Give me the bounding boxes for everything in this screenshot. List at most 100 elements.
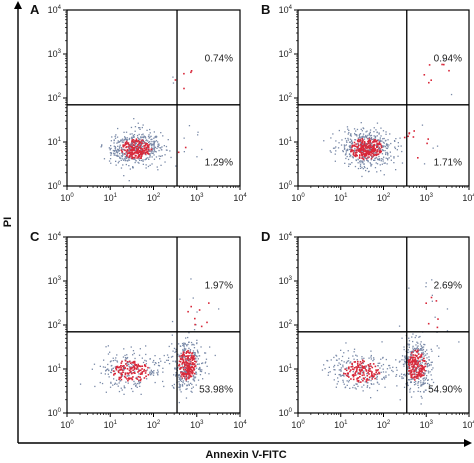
event-dot [369,151,371,154]
event-dot [409,387,412,390]
event-dot [141,139,143,141]
event-dot [192,378,194,380]
event-dot [131,140,133,143]
event-dot [200,325,203,328]
event-dot [362,367,364,369]
event-dot [377,153,380,155]
event-dot [389,151,391,153]
event-dot [341,360,343,362]
event-dot [187,349,189,352]
event-dot [426,142,428,145]
event-dot [162,380,164,383]
event-dot [435,300,438,302]
event-dot [139,385,141,387]
event-dot [410,381,412,383]
event-dot [199,369,201,371]
event-dot [369,144,372,146]
event-dot [195,358,197,360]
event-dot [125,146,127,149]
event-dot [408,337,410,339]
event-dot [409,363,411,365]
event-dot [427,365,429,367]
event-dot [126,356,129,359]
event-dot [149,154,151,156]
event-dot [351,374,354,376]
event-dot [123,368,125,371]
event-dot [376,145,378,148]
event-dot [119,380,121,382]
event-dot [424,363,426,365]
event-dot [380,371,382,373]
event-dot [415,368,417,370]
event-dot [389,133,391,135]
event-dot [407,372,409,375]
event-dot [324,368,326,370]
event-dot [192,358,195,361]
event-dot [130,346,132,348]
event-dot [411,373,414,376]
event-dot [171,320,174,323]
event-dot [395,169,397,171]
event-dot [357,158,359,160]
event-dot [136,152,138,154]
event-dot [134,140,136,142]
event-dot [360,160,363,162]
event-dot [359,141,361,143]
event-dot [380,146,383,149]
event-dot [416,341,418,343]
event-dot [121,389,123,391]
event-dot [101,145,103,147]
event-dot [413,384,416,386]
event-dot [357,360,359,363]
event-dot [385,152,387,154]
event-dot [362,366,364,368]
event-dot [423,353,425,355]
event-dot [192,366,194,369]
event-dot [205,361,207,363]
event-dot [160,132,162,134]
event-dot [354,165,357,168]
event-dot [178,374,180,377]
event-dot [149,143,151,145]
event-dot [188,341,190,343]
event-dot [417,375,419,377]
event-dot [153,146,155,148]
outer-y-arrowhead [14,1,22,9]
event-dot [412,136,415,138]
event-dot [139,128,141,130]
event-dot [109,149,111,151]
event-dot [407,364,410,366]
event-dot [368,379,370,381]
event-dot [353,151,356,153]
event-dot [343,361,345,363]
event-dot [367,382,369,384]
event-dot [374,139,376,141]
event-dot [115,151,117,153]
event-dot [413,370,416,373]
event-dot [382,368,384,370]
event-dot [356,135,358,137]
event-dot [193,380,196,382]
event-dot [193,329,196,331]
event-dot [101,382,104,385]
event-dot [373,141,375,143]
event-dot [112,384,114,386]
event-dot [178,386,180,388]
event-dot [196,360,198,362]
event-dot [363,357,365,359]
event-dot [187,310,189,313]
event-dot [162,135,164,137]
event-dot [401,376,403,378]
event-dot [140,136,142,138]
event-dot [118,376,121,379]
event-dot [192,297,194,299]
event-dot [349,155,351,158]
event-dot [329,371,331,373]
event-dot [190,364,192,366]
event-dot [369,131,371,133]
event-dot [128,375,130,377]
event-dot [149,132,151,134]
event-dot [414,376,417,378]
event-dot [134,145,137,147]
event-dot [166,149,168,151]
